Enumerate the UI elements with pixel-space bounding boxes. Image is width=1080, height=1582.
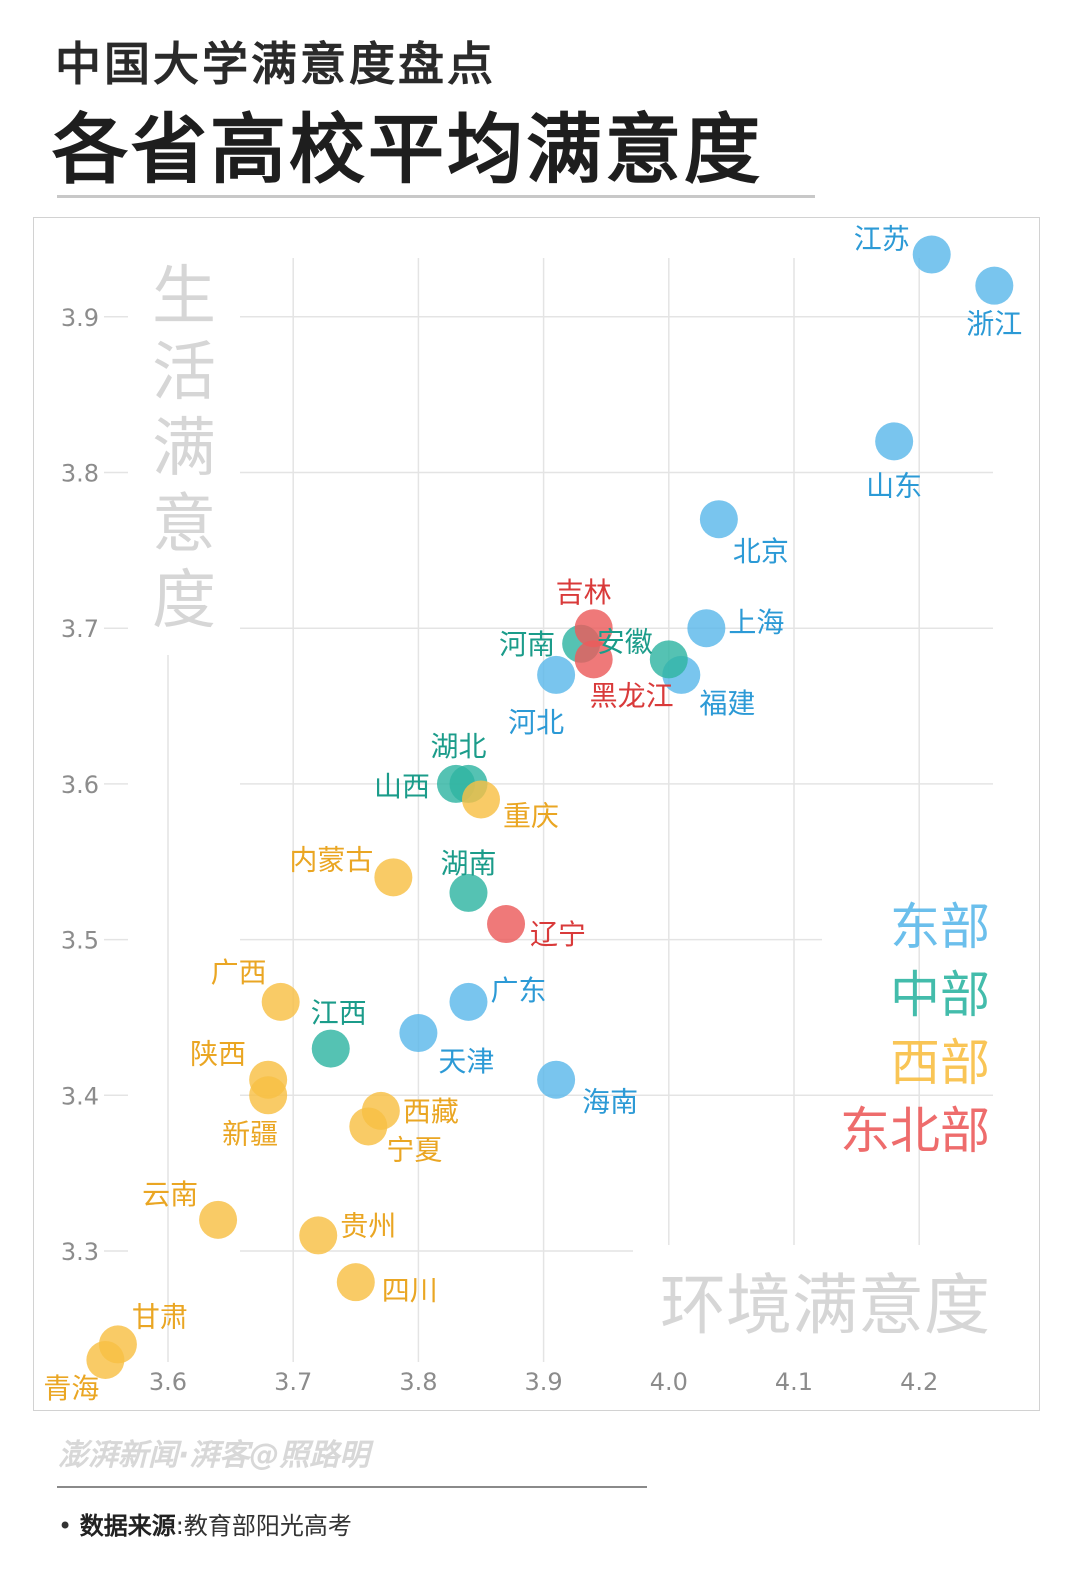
footer-divider — [57, 1486, 647, 1488]
point-label: 江西 — [311, 997, 367, 1030]
point-label: 山西 — [374, 770, 430, 803]
data-point — [574, 640, 613, 679]
y-axis-title-char: 满 — [152, 412, 216, 486]
point-label: 甘肃 — [132, 1300, 188, 1333]
x-tick-label: 4.1 — [775, 1368, 813, 1396]
y-axis-title-char: 意 — [152, 488, 216, 562]
x-tick-label: 4.2 — [900, 1368, 938, 1396]
point-label: 安徽 — [597, 625, 653, 658]
point-label: 黑龙江 — [590, 679, 674, 712]
data-point — [349, 1107, 388, 1146]
y-axis-title: 生活满意度 — [152, 260, 216, 638]
y-tick-label: 3.9 — [61, 304, 99, 332]
brand-watermark: 澎湃新闻·湃客@照路明 — [58, 1438, 370, 1473]
title-divider — [57, 195, 815, 198]
point-label: 宁夏 — [386, 1133, 442, 1166]
point-label: 上海 — [728, 606, 784, 639]
data-point — [912, 235, 951, 274]
point-label: 湖南 — [440, 847, 496, 880]
chart-frame — [33, 217, 1040, 1411]
bullet: • — [58, 1512, 80, 1540]
x-tick-label: 4.0 — [650, 1368, 688, 1396]
data-point — [261, 982, 300, 1021]
data-point — [311, 1029, 350, 1068]
page-title: 各省高校平均满意度 — [52, 105, 763, 194]
point-label: 西藏 — [403, 1095, 459, 1128]
data-point — [336, 1263, 375, 1302]
y-tick-label: 3.3 — [61, 1238, 99, 1266]
y-axis-title-char: 生 — [152, 260, 216, 334]
data-point — [199, 1200, 238, 1239]
data-point — [449, 873, 488, 912]
data-point — [537, 1060, 576, 1099]
source-sep: : — [175, 1512, 184, 1540]
legend-item: 中部 — [890, 966, 990, 1024]
source-line: • 数据来源:教育部阳光高考 — [58, 1506, 352, 1541]
point-label: 新疆 — [222, 1117, 278, 1150]
y-axis-title-text: 生活满意度 — [152, 260, 216, 638]
data-point — [86, 1340, 125, 1379]
data-point — [487, 905, 526, 944]
point-label: 青海 — [43, 1372, 99, 1405]
point-label: 江苏 — [854, 223, 910, 256]
y-axis-title-char: 度 — [152, 564, 216, 638]
data-point — [699, 500, 738, 539]
point-label: 海南 — [582, 1086, 638, 1119]
point-label: 河南 — [499, 628, 555, 661]
source-label: 数据来源 — [79, 1512, 176, 1540]
x-axis-title: 环境满意度 — [660, 1267, 990, 1344]
data-point — [249, 1076, 288, 1115]
legend-item: 东部 — [890, 898, 990, 956]
point-label: 云南 — [142, 1178, 198, 1211]
point-label: 重庆 — [503, 799, 559, 832]
point-label: 辽宁 — [530, 918, 586, 951]
x-tick-label: 3.7 — [274, 1368, 312, 1396]
data-point — [687, 609, 726, 648]
x-tick-label: 3.8 — [399, 1368, 437, 1396]
data-point — [399, 1014, 438, 1053]
point-label: 内蒙古 — [289, 843, 373, 876]
data-point — [649, 640, 688, 679]
point-label: 广西 — [211, 956, 267, 989]
data-point — [875, 422, 914, 461]
data-point — [574, 609, 613, 648]
point-label: 四川 — [382, 1274, 438, 1307]
point-label: 湖北 — [430, 730, 486, 763]
tick-labels: 3.3 3.4 3.5 3.6 3.7 3.8 3.9 3.6 3.7 3.8 3.9 4.0 4.1 4… — [61, 304, 938, 1396]
y-tick-label: 3.8 — [61, 460, 99, 488]
grid-layer — [104, 258, 993, 1362]
legend-item: 西部 — [890, 1034, 990, 1092]
data-point — [374, 858, 413, 897]
y-axis-title-char: 活 — [152, 336, 216, 410]
x-tick-label: 3.6 — [149, 1368, 187, 1396]
data-point — [975, 266, 1014, 305]
point-label: 山东 — [866, 469, 922, 502]
point-label: 浙江 — [966, 308, 1022, 341]
source-value: 教育部阳光高考 — [183, 1512, 352, 1540]
data-points — [86, 235, 1014, 1379]
legend-item: 东北部 — [840, 1102, 990, 1160]
point-label: 贵州 — [340, 1209, 396, 1242]
y-tick-label: 3.5 — [61, 927, 99, 955]
data-point — [299, 1216, 338, 1255]
page-subtitle: 中国大学满意度盘点 — [55, 37, 496, 91]
point-label: 北京 — [733, 535, 789, 568]
point-label: 广东 — [490, 974, 546, 1007]
data-point — [449, 982, 488, 1021]
data-point — [537, 655, 576, 694]
point-label: 吉林 — [556, 576, 612, 609]
point-label: 陕西 — [190, 1038, 246, 1071]
point-label: 河北 — [508, 706, 564, 739]
y-tick-label: 3.4 — [61, 1082, 99, 1110]
y-tick-label: 3.6 — [61, 771, 99, 799]
y-tick-label: 3.7 — [61, 615, 99, 643]
point-label: 天津 — [438, 1045, 494, 1078]
x-tick-label: 3.9 — [525, 1368, 563, 1396]
point-label: 福建 — [699, 687, 755, 720]
data-point — [462, 780, 500, 819]
